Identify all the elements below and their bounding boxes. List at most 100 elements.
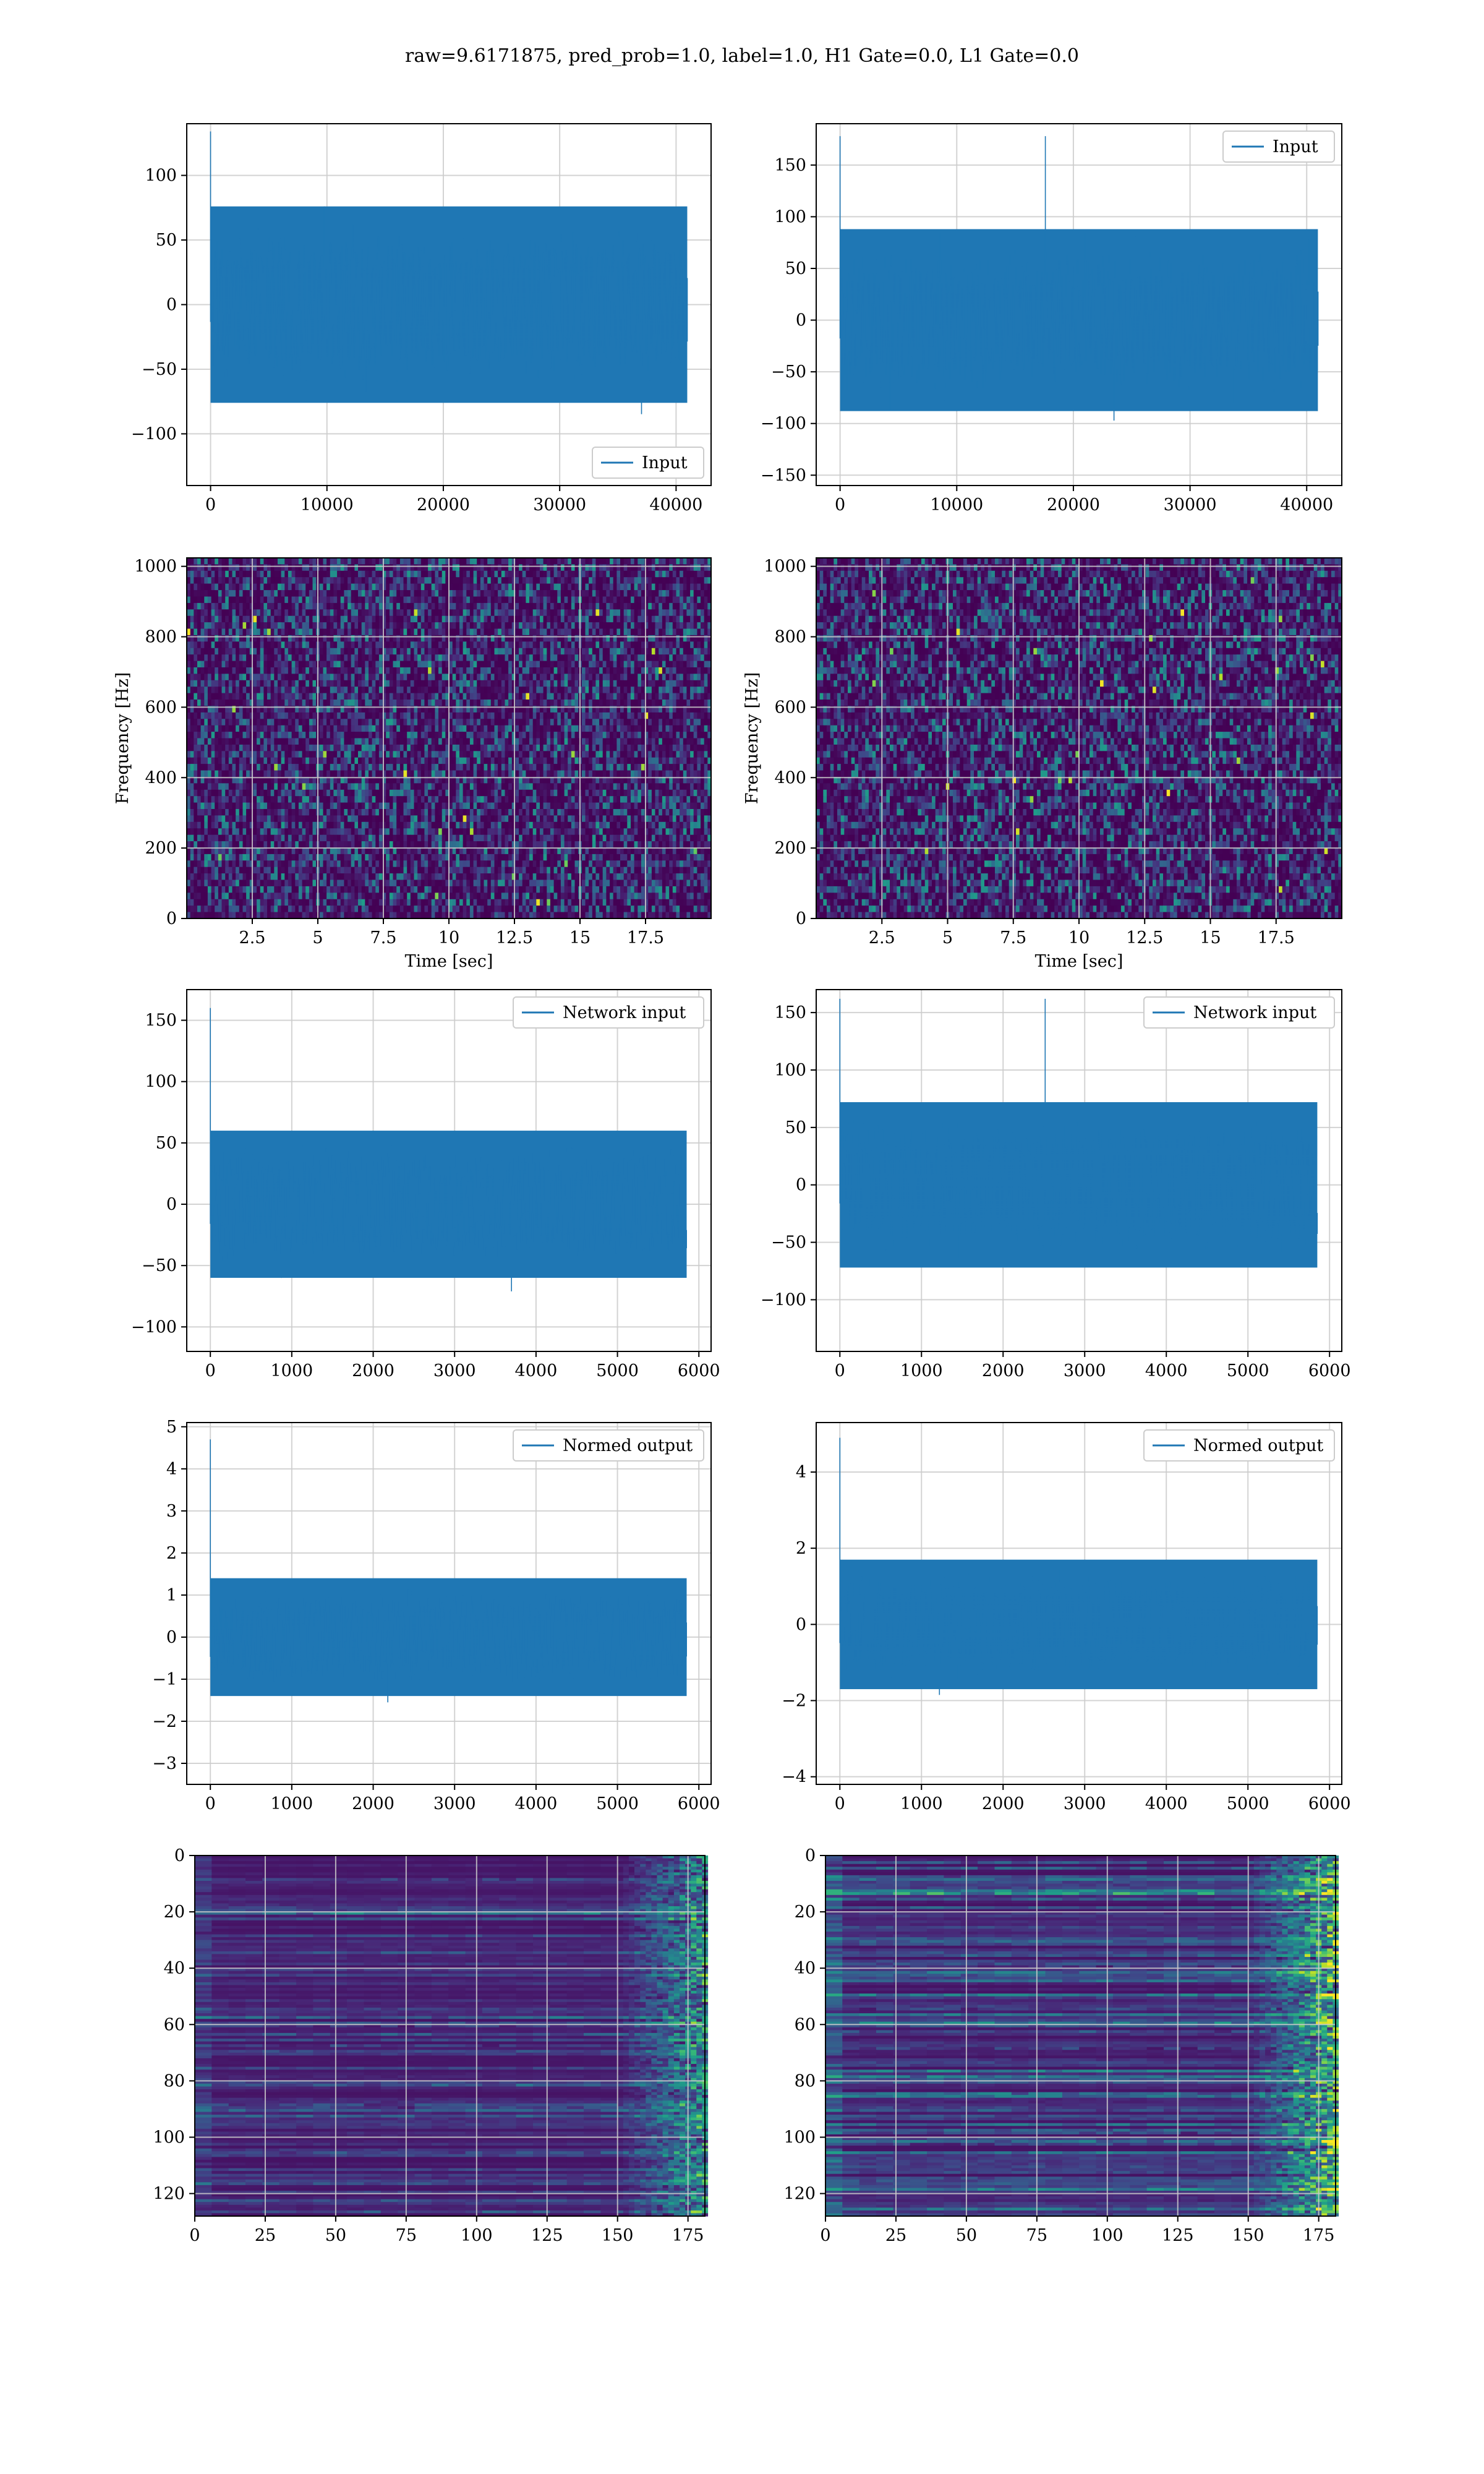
h1-spectrogram-cell [550, 693, 554, 700]
h1-spectrogram-cell [683, 590, 687, 597]
h1-spectrogram-cell [222, 564, 226, 571]
h1-spectrogram-cell [222, 687, 226, 693]
h1-spectrogram-cell [704, 609, 708, 616]
h1-spectrogram-cell [592, 674, 596, 680]
h1-spectrogram-cell [323, 648, 327, 655]
h1-spectrogram-cell [292, 680, 296, 687]
h1-spectrogram-cell [544, 661, 547, 668]
h1-spectrogram-cell [201, 713, 205, 719]
h1-spectrogram-cell [407, 609, 411, 616]
h1-spectrogram-cell [547, 713, 550, 719]
h1-spectrogram-cell [505, 558, 509, 565]
h1-spectrogram-cell [281, 693, 285, 700]
h1-spectrogram-cell [634, 629, 638, 636]
h1-spectrogram-cell [620, 700, 624, 706]
h1-spectrogram-cell [704, 648, 708, 655]
h1-spectrogram-cell [512, 558, 516, 565]
h1-spectrogram-cell [484, 641, 488, 648]
h1-spectrogram-cell [204, 597, 208, 604]
h1-spectrogram-cell [257, 674, 260, 680]
h1-spectrogram-cell [369, 680, 372, 687]
h1-spectrogram-cell [586, 687, 589, 693]
h1-spectrogram-cell [575, 590, 579, 597]
h1-spectrogram-cell [337, 700, 341, 706]
h1-spectrogram-cell [659, 558, 662, 565]
h1-spectrogram-cell [365, 700, 369, 706]
h1-spectrogram-cell [341, 603, 344, 610]
h1-spectrogram-cell [404, 571, 407, 578]
h1-spectrogram-cell [627, 603, 631, 610]
h1-spectrogram-cell [487, 661, 491, 668]
h1-spectrogram-cell [404, 719, 407, 726]
h1-spectrogram-cell [648, 597, 652, 604]
h1-spectrogram-cell [575, 622, 579, 629]
h1-spectrogram-cell [505, 584, 509, 591]
h1-spectrogram-cell [652, 564, 655, 571]
h1-spectrogram-cell [351, 584, 355, 591]
h1-spectrogram-cell [459, 654, 463, 661]
h1-spectrogram-cell [362, 693, 365, 700]
h1-spectrogram-cell [302, 616, 306, 623]
h1-spectrogram-cell [603, 616, 607, 623]
h1-spectrogram-cell [638, 661, 641, 668]
h1-spectrogram-cell [438, 609, 442, 616]
h1-spectrogram-cell [326, 648, 330, 655]
h1-spectrogram-cell [442, 680, 446, 687]
h1-spectrogram-cell [424, 641, 428, 648]
h1-spectrogram-cell [526, 641, 529, 648]
h1-spectrogram-cell [351, 713, 355, 719]
h1-spectrogram-cell [260, 584, 264, 591]
h1-spectrogram-cell [369, 577, 372, 584]
h1-spectrogram-cell [414, 700, 418, 706]
h1-spectrogram-cell [369, 603, 372, 610]
h1-spectrogram-cell [274, 687, 278, 693]
h1-spectrogram-cell [295, 558, 299, 565]
h1-spectrogram-cell [697, 654, 701, 661]
h1-spectrogram-cell [704, 616, 708, 623]
h1-spectrogram-cell [648, 622, 652, 629]
h1-spectrogram-cell [491, 564, 495, 571]
h1-spectrogram-cell [616, 661, 620, 668]
h1-spectrogram-cell [606, 622, 610, 629]
h1-spectrogram-cell [474, 590, 477, 597]
h1-spectrogram-cell [299, 629, 302, 636]
h1-spectrogram-cell [589, 584, 592, 591]
h1-spectrogram-cell [586, 622, 589, 629]
h1-spectrogram-cell [669, 667, 673, 674]
h1-spectrogram-cell [638, 674, 641, 680]
h1-spectrogram-cell [470, 674, 474, 680]
h1-spectrogram-cell [515, 674, 519, 680]
h1-spectrogram-cell [232, 616, 236, 623]
h1-spectrogram-cell [595, 713, 599, 719]
h1-spectrogram-cell [333, 719, 337, 726]
h1-spectrogram-cell [190, 719, 194, 726]
h1-spectrogram-cell [435, 680, 438, 687]
h1-spectrogram-cell [505, 571, 509, 578]
h1-spectrogram-cell [284, 687, 288, 693]
h1-spectrogram-cell [526, 603, 529, 610]
h1-spectrogram-cell [463, 661, 467, 668]
h1-spectrogram-cell [606, 603, 610, 610]
h1-spectrogram-cell [592, 629, 596, 636]
h1-spectrogram-cell [662, 584, 666, 591]
h1-input-xtick-label: 10000 [301, 495, 354, 515]
h1-spectrogram-cell [320, 577, 323, 584]
h1-spectrogram-cell [246, 667, 250, 674]
h1-spectrogram-cell [302, 571, 306, 578]
h1-input-xtick-label: 30000 [533, 495, 586, 515]
h1-spectrogram-cell [326, 603, 330, 610]
h1-input-ytick-label: 50 [156, 231, 177, 250]
h1-spectrogram-cell [442, 700, 446, 706]
h1-spectrogram-cell [239, 571, 243, 578]
h1-spectrogram-cell [218, 648, 222, 655]
h1-spectrogram-cell [284, 577, 288, 584]
h1-spectrogram-cell [274, 558, 278, 565]
h1-spectrogram-cell [211, 641, 215, 648]
h1-spectrogram-cell [284, 564, 288, 571]
h1-spectrogram-cell [295, 597, 299, 604]
h1-spectrogram-cell [369, 597, 372, 604]
h1-spectrogram-cell [354, 577, 358, 584]
h1-spectrogram-cell [495, 629, 498, 636]
h1-spectrogram-cell [354, 661, 358, 668]
h1-spectrogram-cell [424, 654, 428, 661]
